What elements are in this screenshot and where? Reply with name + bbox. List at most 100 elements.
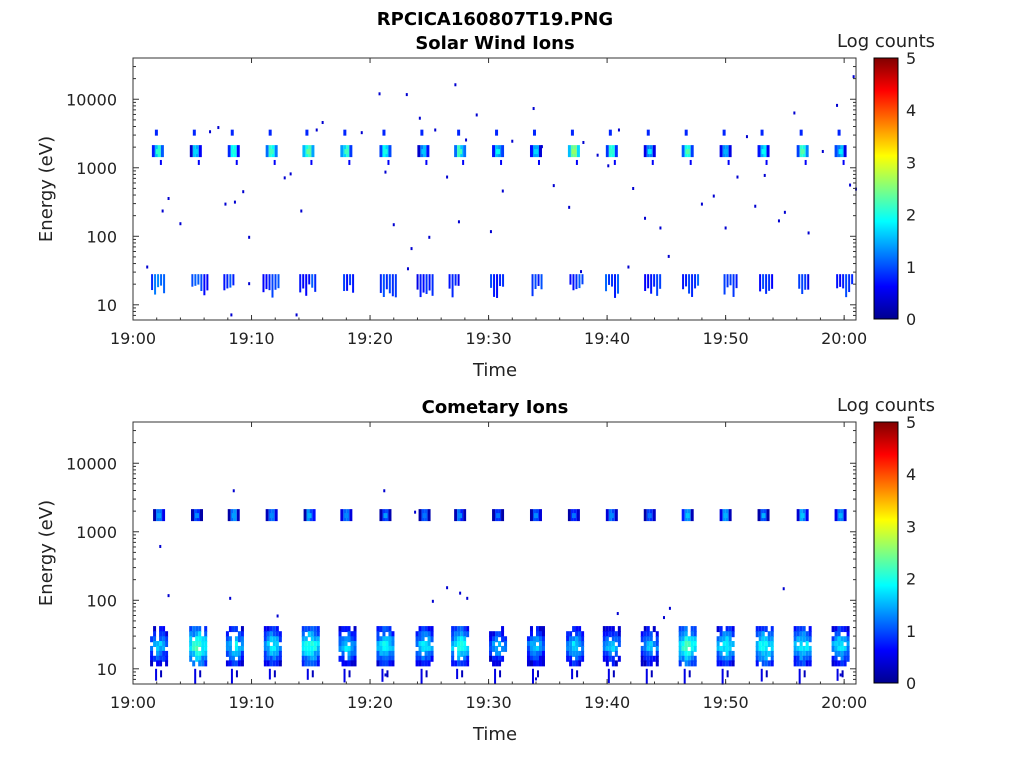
data-cell (274, 274, 277, 290)
data-cell (609, 149, 614, 155)
data-cell (391, 660, 395, 667)
data-cell (727, 159, 730, 165)
data-cell (535, 631, 539, 638)
data-cell (649, 655, 653, 662)
data-cell (570, 129, 574, 136)
data-cell (234, 636, 238, 643)
data-cell (731, 650, 735, 657)
data-cell (799, 636, 803, 643)
data-cell (223, 274, 226, 291)
data-cell (231, 513, 236, 519)
data-cell (381, 668, 384, 682)
data-cell (569, 660, 573, 667)
data-cell (269, 631, 273, 638)
data-cell (269, 660, 273, 667)
data-cell (382, 641, 386, 648)
data-cell (424, 645, 428, 652)
data-cell (150, 650, 154, 657)
y-axis-label: Energy (eV) (36, 136, 57, 242)
data-cell (529, 636, 533, 643)
data-point (405, 93, 408, 97)
data-point (248, 282, 251, 286)
data-cell (608, 650, 612, 657)
data-cell (842, 274, 845, 289)
data-point (360, 131, 363, 135)
data-cell (316, 636, 320, 643)
data-cell (269, 650, 273, 657)
data-cell (430, 636, 434, 643)
data-cell (575, 655, 579, 662)
data-cell (837, 650, 841, 657)
data-cell (316, 660, 320, 667)
data-cell (808, 645, 812, 652)
data-cell (159, 655, 163, 662)
data-cell (156, 650, 160, 657)
data-cell (722, 636, 726, 643)
data-point (406, 267, 409, 271)
data-point (224, 202, 227, 206)
data-cell (646, 641, 650, 648)
data-cell (793, 655, 797, 662)
data-cell (200, 509, 204, 522)
data-cell (796, 660, 800, 667)
data-cell (460, 650, 464, 657)
data-cell (385, 636, 389, 643)
data-cell (156, 655, 160, 662)
data-cell (725, 650, 729, 657)
data-cell (230, 668, 233, 684)
data-cell (388, 645, 392, 652)
figure-title: RPCICA160807T19.PNG (377, 9, 613, 30)
data-cell (498, 641, 502, 648)
data-cell (758, 631, 762, 638)
data-cell (150, 660, 154, 667)
data-cell (353, 645, 357, 652)
data-cell (605, 641, 609, 648)
data-cell (834, 145, 838, 158)
data-cell (451, 660, 455, 667)
data-point (777, 219, 780, 223)
data-cell (263, 650, 267, 657)
data-cell (529, 650, 533, 657)
data-cell (796, 145, 800, 158)
data-cell (682, 274, 685, 290)
data-cell (688, 670, 691, 678)
data-cell (504, 645, 508, 652)
data-cell (278, 636, 282, 643)
data-cell (421, 631, 425, 638)
data-cell (451, 636, 455, 643)
data-cell (153, 626, 157, 633)
data-cell (192, 645, 196, 652)
data-point (289, 172, 292, 176)
data-cell (655, 650, 659, 657)
data-cell (732, 274, 735, 297)
data-cell (529, 655, 533, 662)
data-cell (646, 636, 650, 643)
data-cell (275, 660, 279, 667)
data-cell (228, 650, 232, 657)
data-point (534, 677, 537, 681)
data-cell (761, 149, 766, 155)
data-cell (385, 650, 389, 657)
data-cell (457, 641, 461, 648)
data-cell (578, 636, 582, 643)
data-cell (206, 274, 209, 291)
data-cell (643, 626, 647, 633)
data-cell (843, 636, 847, 643)
data-cell (796, 655, 800, 662)
data-cell (231, 149, 236, 155)
data-cell (425, 159, 428, 165)
data-cell (418, 641, 422, 648)
data-cell (301, 645, 305, 652)
data-cell (578, 655, 582, 662)
data-cell (195, 631, 199, 638)
data-cell (793, 660, 797, 667)
data-cell (382, 631, 386, 638)
data-cell (501, 645, 505, 652)
data-cell (846, 631, 850, 638)
data-cell (613, 159, 616, 165)
data-cell (462, 159, 465, 165)
data-cell (532, 660, 536, 667)
data-cell (719, 145, 723, 158)
data-cell (240, 641, 244, 648)
data-cell (228, 641, 232, 648)
